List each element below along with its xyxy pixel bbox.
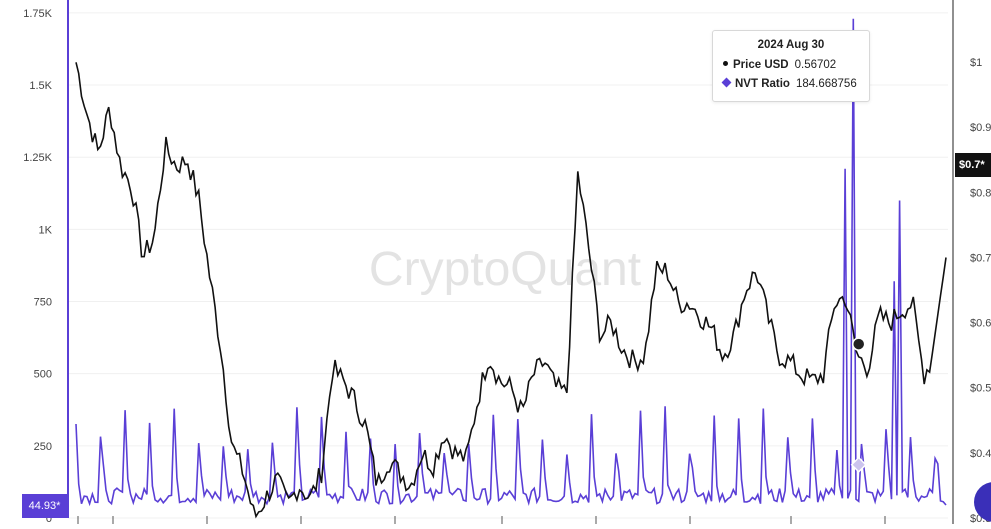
tooltip-price-name: Price USD <box>733 59 789 71</box>
left-tick-label: 0 <box>46 513 52 524</box>
nvt-line <box>75 18 947 507</box>
left-tick-label: 250 <box>34 441 52 453</box>
chat-widget-button[interactable] <box>974 482 991 522</box>
tooltip-row-nvt: NVT Ratio 184.668756 <box>721 78 857 90</box>
right-tick-label: $0.7 <box>970 252 991 264</box>
watermark: CryptoQuant <box>369 243 641 296</box>
nvt-series <box>75 18 947 507</box>
left-tick-label: 1.25K <box>23 152 52 164</box>
right-axis: $1$0.9$0.8$0.7$0.6$0.5$0.4$0.3 <box>952 0 991 525</box>
right-tick-label: $0.5 <box>970 383 991 395</box>
right-tick-label: $0.6 <box>970 318 991 330</box>
tooltip-date: 2024 Aug 30 <box>757 39 825 51</box>
right-tick-label: $1 <box>970 57 982 69</box>
right-tick-label: $0.8 <box>970 187 991 199</box>
price-last-value-badge: $0.7* <box>955 153 991 177</box>
left-axis: 0 250 500 750 1K 1.25K 1.5K 1.75K <box>23 0 69 525</box>
tooltip-row-price: Price USD 0.56702 <box>723 59 836 71</box>
nvt-last-value-badge: 44.93* <box>22 494 67 518</box>
left-tick-label: 1K <box>39 224 53 236</box>
left-tick-label: 750 <box>34 297 52 309</box>
right-tick-label: $0.4 <box>970 448 991 460</box>
tooltip-price-value: 0.56702 <box>794 59 837 71</box>
price-line <box>75 62 947 519</box>
x-axis <box>77 516 886 524</box>
price-dot-icon <box>723 61 728 67</box>
left-tick-label: 1.75K <box>23 8 52 20</box>
left-tick-label: 1.5K <box>29 80 52 92</box>
tooltip: 2024 Aug 30 Price USD 0.56702 NVT Ratio 18… <box>712 30 870 102</box>
hover-markers <box>850 337 867 473</box>
price-hover-marker <box>851 337 866 351</box>
price-series <box>75 62 947 519</box>
tooltip-nvt-value: 184.668756 <box>795 78 857 90</box>
nvt-hover-marker <box>850 456 867 473</box>
nvt-diamond-icon <box>721 78 732 88</box>
right-tick-label: $0.9 <box>970 122 991 134</box>
tooltip-nvt-name: NVT Ratio <box>735 78 790 90</box>
left-tick-label: 500 <box>34 369 52 381</box>
